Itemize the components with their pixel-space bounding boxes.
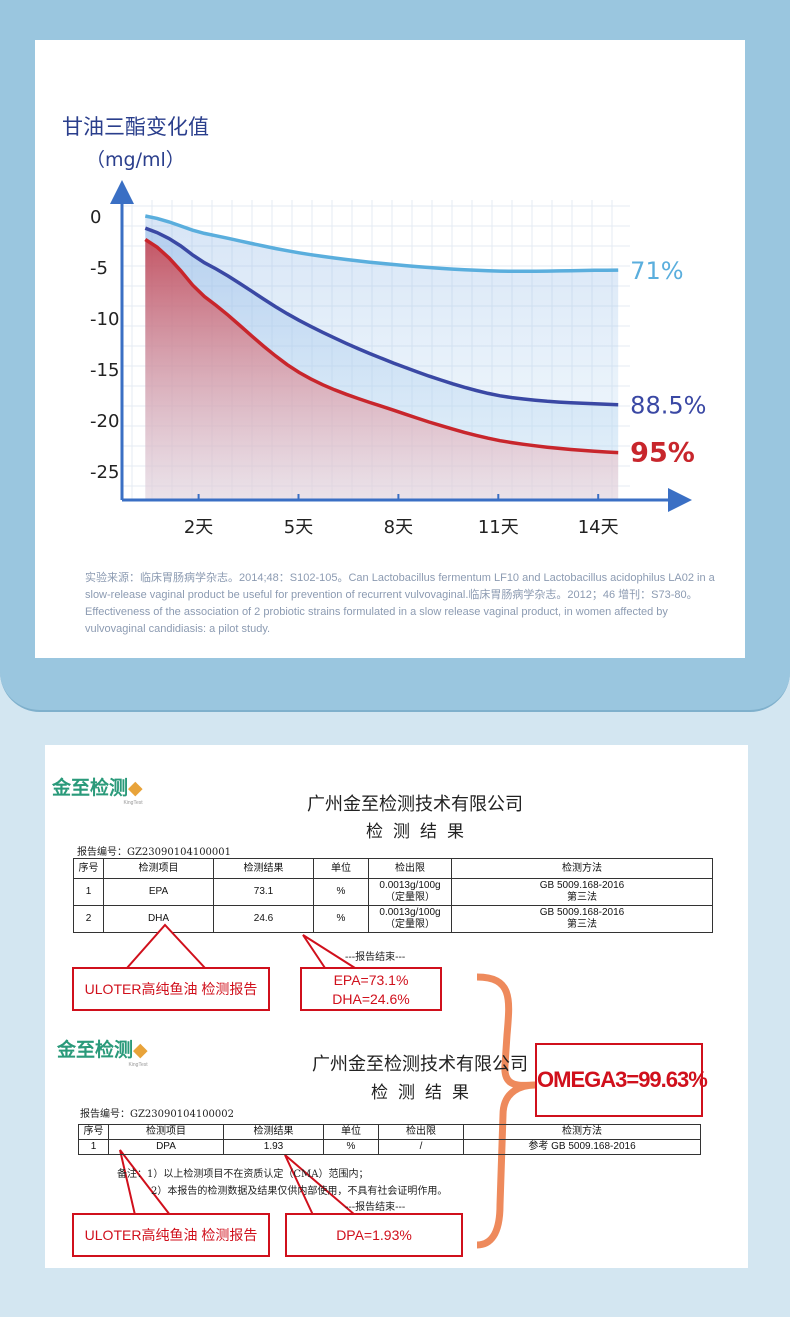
chart-panel: 甘油三酯变化值 （mg/ml） 71% 88.5% 95% 0 -5 -10 -15 -20 -… xyxy=(0,0,790,712)
callout-epa-dha: EPA=73.1% DHA=24.6% xyxy=(300,967,442,1011)
company-name: 广州金至检测技术有限公司 xyxy=(312,1054,528,1075)
y-axis-label: （mg/ml） xyxy=(86,149,185,171)
series-end-label: 71% xyxy=(630,257,683,285)
series-line-88.5% xyxy=(144,226,619,407)
x-tick-label: 11天 xyxy=(478,517,519,538)
y-tick-label: -10 xyxy=(90,309,119,330)
y-tick-label: -5 xyxy=(90,258,108,279)
callout-report-label-2: ULOTER高纯鱼油 检测报告 xyxy=(72,1213,270,1257)
series-line-71% xyxy=(144,214,619,274)
table-row: 1 DPA 1.93% / 参考 GB 5009.168-2016 xyxy=(78,1139,701,1155)
series-line-95% xyxy=(144,238,619,455)
y-tick-label: -15 xyxy=(90,360,119,381)
report-end: ---报告结束--- xyxy=(345,1202,406,1213)
omega3-total: OMEGA3=99.63% xyxy=(535,1043,708,1117)
report-end: ---报告结束--- xyxy=(345,952,406,963)
y-tick-label: -20 xyxy=(90,411,119,432)
callout-report-label-1: ULOTER高纯鱼油 检测报告 xyxy=(72,967,270,1011)
report-number: 报告编号：GZ23090104100001 xyxy=(77,847,232,858)
x-tick-label: 5天 xyxy=(284,517,313,538)
report-title: 检测结果 xyxy=(371,1083,479,1103)
callout-pointers xyxy=(119,923,536,1249)
callout-dpa: DPA=1.93% xyxy=(285,1213,463,1257)
x-tick-label: 14天 xyxy=(578,517,619,538)
table-row: 1 EPA 73.1% 0.0013g/100g （定量限） GB 5009.168-20… xyxy=(73,878,713,906)
company-name: 广州金至检测技术有限公司 xyxy=(307,794,523,815)
report-note-2: 2）本报告的检测数据及结果仅供内部使用，不具有社会证明作用。 xyxy=(151,1186,448,1197)
kingtest-logo: 金至检测◆ KingTest xyxy=(52,778,143,806)
results-table-1: 序号 检测项目 检测结果 单位 检出限 检测方法 1 EPA 73.1% 0.0013g/100… xyxy=(73,858,713,933)
triglyceride-chart: 甘油三酯变化值 （mg/ml） 71% 88.5% 95% 0 -5 -10 -15 -20 -… xyxy=(62,115,706,538)
chart-title: 甘油三酯变化值 xyxy=(62,115,209,139)
test-report-image: 金至检测◆ KingTest 广州金至检测技术有限公司 检测结果 报告编号：GZ2… xyxy=(45,745,748,1268)
y-tick-label: -25 xyxy=(90,462,119,483)
series-end-label: 95% xyxy=(630,438,695,469)
table-row: 2 DHA 24.6% 0.0013g/100g （定量限） GB 5009.168-20… xyxy=(73,905,713,933)
series-area-2 xyxy=(145,239,619,500)
y-tick-label: 0 xyxy=(90,207,101,228)
report-note-1: 备注：1）以上检测项目不在资质认定（CMA）范围内； xyxy=(117,1169,369,1180)
report-number: 报告编号：GZ23090104100002 xyxy=(80,1109,235,1120)
report-title: 检测结果 xyxy=(366,822,474,842)
kingtest-logo: 金至检测◆ KingTest xyxy=(57,1040,148,1068)
x-tick-label: 8天 xyxy=(384,517,413,538)
chart-card: 甘油三酯变化值 （mg/ml） 71% 88.5% 95% 0 -5 -10 -15 -20 -… xyxy=(35,40,745,658)
source-citation: 实验来源：临床胃肠病学杂志。2014;48：S102-105。Can Lacto… xyxy=(85,572,715,635)
x-tick-label: 2天 xyxy=(184,517,213,538)
series-end-label: 88.5% xyxy=(630,392,706,420)
brace-icon xyxy=(476,973,536,1249)
results-table-2: 序号 检测项目 检测结果 单位 检出限 检测方法 1 DPA 1.93% / 参考 GB 5009… xyxy=(78,1124,701,1155)
